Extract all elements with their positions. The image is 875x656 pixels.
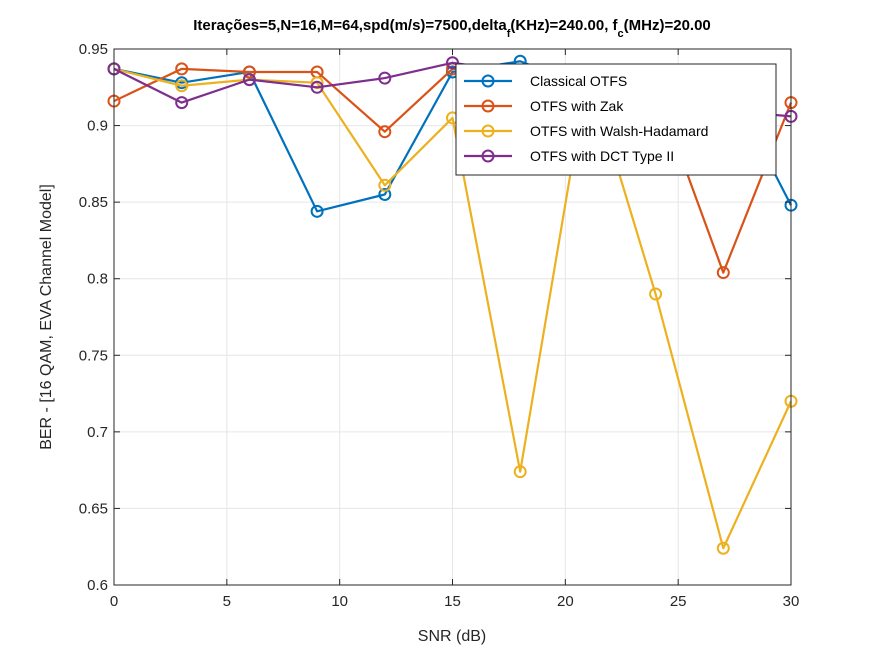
legend-marker [481,124,495,138]
legend-marker [481,99,495,113]
y-tick-label: 0.95 [79,41,108,58]
x-tick-label: 0 [110,593,118,610]
title-sub-f: f [507,28,511,40]
y-tick-label: 0.8 [87,271,108,288]
data-point [716,266,730,280]
data-point [378,125,392,139]
y-tick-label: 0.7 [87,424,108,441]
y-axis-label: BER - [16 QAM, EVA Channel Model] [38,184,55,450]
legend-marker [481,74,495,88]
legend-entry: OTFS with Walsh-Hadamard [464,123,708,139]
legend-entry: Classical OTFS [464,73,627,89]
series-line [113,67,792,550]
x-axis-label: SNR (dB) [418,628,486,645]
y-tick-label: 0.85 [79,194,108,211]
data-point [242,65,256,79]
x-tick-label: 5 [223,593,231,610]
title-main: Iterações=5,N=16,M=64,spd(m/s)=7500,delt… [193,17,507,34]
data-point [175,62,189,76]
title-sub-c: c [618,28,624,40]
y-tick-label: 0.65 [79,500,108,517]
data-point [310,204,324,218]
chart-title: Iterações=5,N=16,M=64,spd(m/s)=7500,delt… [193,17,711,40]
x-tick-label: 10 [331,593,348,610]
title-mid: (KHz)=240.00, f [510,17,618,34]
x-tick-label: 25 [670,593,687,610]
legend-label: OTFS with Walsh-Hadamard [530,123,708,139]
data-point [378,71,392,85]
data-point [175,96,189,110]
data-point [310,80,324,94]
y-tick-label: 0.6 [87,577,108,594]
x-tick-label: 30 [783,593,800,610]
legend-marker [481,149,495,163]
x-tick-label: 20 [557,593,574,610]
data-point [513,465,527,479]
title-end: (MHz)=20.00 [624,17,711,34]
x-tick-label: 15 [444,593,461,610]
data-point [649,287,663,301]
y-tick-label: 0.75 [79,347,108,364]
data-point [175,79,189,93]
legend: Classical OTFS OTFS with Zak OTFS with Wal… [455,63,777,176]
data-point [446,56,459,70]
legend-label: OTFS with Zak [530,98,624,114]
legend-entry: OTFS with DCT Type II [464,148,674,164]
ticks: 0 5 10 15 20 25 30 0.6 0.65 0.7 0.75 0.8 0.85 0.9 0.95 [79,41,800,610]
data-point [378,178,392,192]
data-point [242,73,256,87]
legend-label: OTFS with DCT Type II [530,148,674,164]
data-point [378,187,392,201]
y-tick-label: 0.9 [87,118,108,135]
legend-label: Classical OTFS [530,73,627,89]
legend-entry: OTFS with Zak [464,98,624,114]
data-point [716,541,730,555]
